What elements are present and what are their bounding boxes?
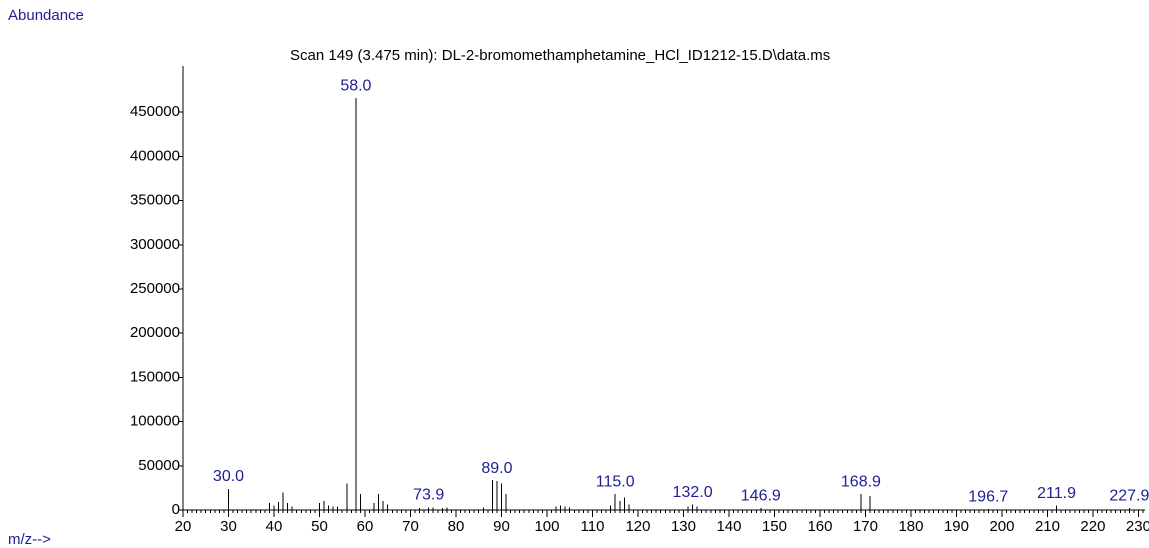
x-tick-label: 60 xyxy=(357,518,374,535)
x-tick-label: 140 xyxy=(716,518,741,535)
peak-label: 115.0 xyxy=(596,473,635,490)
x-tick-label: 200 xyxy=(989,518,1014,535)
y-tick-label: 400000 xyxy=(130,147,180,164)
y-tick-label: 100000 xyxy=(130,413,180,430)
x-tick-label: 40 xyxy=(266,518,283,535)
y-tick-label: 250000 xyxy=(130,280,180,297)
chart-title: Scan 149 (3.475 min): DL-2-bromomethamph… xyxy=(290,47,830,64)
x-tick-label: 190 xyxy=(944,518,969,535)
peak-label: 211.9 xyxy=(1037,485,1076,502)
x-tick-label: 230 xyxy=(1126,518,1149,535)
peak-label: 58.0 xyxy=(340,77,371,94)
x-tick-label: 170 xyxy=(853,518,878,535)
x-tick-label: 50 xyxy=(311,518,328,535)
x-tick-label: 130 xyxy=(671,518,696,535)
x-tick-label: 100 xyxy=(534,518,559,535)
peak-label: 89.0 xyxy=(481,460,512,477)
y-tick-label: 350000 xyxy=(130,192,180,209)
y-tick-label: 300000 xyxy=(130,236,180,253)
x-tick-label: 180 xyxy=(898,518,923,535)
x-tick-label: 110 xyxy=(581,518,605,535)
x-tick-label: 150 xyxy=(762,518,787,535)
x-tick-label: 70 xyxy=(402,518,419,535)
peak-label: 73.9 xyxy=(413,487,444,504)
x-tick-label: 20 xyxy=(175,518,192,535)
y-tick-label: 150000 xyxy=(130,368,180,385)
y-tick-label: 200000 xyxy=(130,324,180,341)
peak-label: 132.0 xyxy=(673,484,713,501)
peak-label: 196.7 xyxy=(968,488,1008,505)
x-tick-label: 30 xyxy=(220,518,237,535)
peak-label: 30.0 xyxy=(213,468,244,485)
y-tick-label: 50000 xyxy=(138,457,180,474)
y-tick-label: 450000 xyxy=(130,103,180,120)
y-axis-label: Abundance xyxy=(8,7,84,24)
x-tick-label: 90 xyxy=(493,518,510,535)
x-tick-label: 120 xyxy=(625,518,650,535)
x-tick-label: 220 xyxy=(1080,518,1105,535)
x-tick-label: 160 xyxy=(807,518,832,535)
peak-label: 168.9 xyxy=(841,473,881,490)
peak-label: 227.9 xyxy=(1109,487,1149,504)
x-tick-label: 80 xyxy=(448,518,465,535)
y-tick-label: 0 xyxy=(172,501,180,518)
x-axis-label: m/z--> xyxy=(8,531,51,548)
peak-label: 146.9 xyxy=(741,487,781,504)
x-tick-label: 210 xyxy=(1035,518,1060,535)
